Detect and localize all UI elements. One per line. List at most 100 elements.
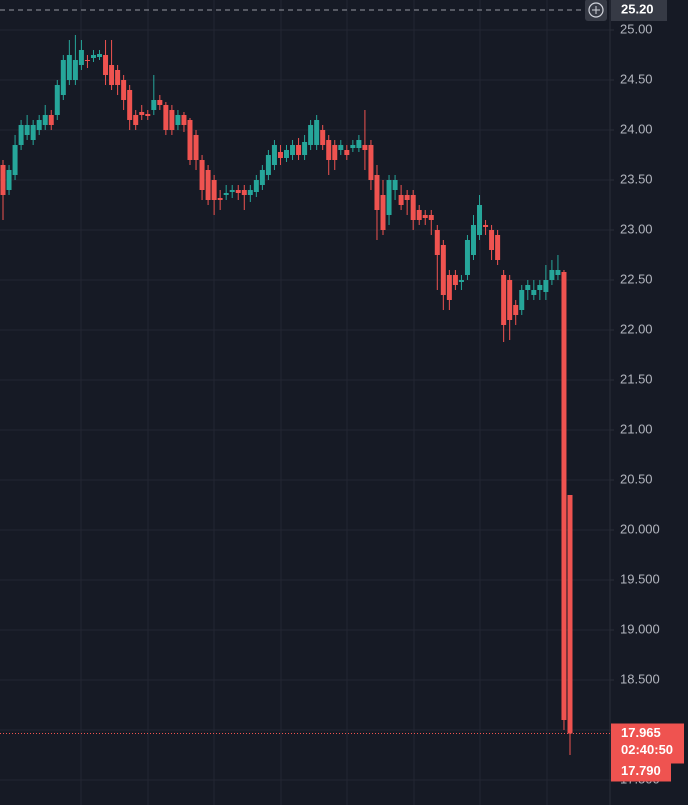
candle-body <box>513 305 519 315</box>
candle-body <box>470 225 476 255</box>
candle-body <box>103 55 109 75</box>
low-price-label: 17.790 <box>621 763 661 778</box>
candle-body <box>290 145 296 155</box>
candle-body <box>247 190 253 195</box>
last-price-tag <box>611 723 684 764</box>
candle-body <box>163 105 169 130</box>
candle-body <box>6 170 12 190</box>
candle-body <box>386 180 392 215</box>
candle-body <box>434 230 440 255</box>
candle-body <box>151 100 157 110</box>
y-tick-label: 25.00 <box>620 21 653 36</box>
countdown-label: 02:40:50 <box>621 742 673 757</box>
candle-body <box>326 140 332 160</box>
y-tick-label: 22.50 <box>620 271 653 286</box>
candle-body <box>344 150 350 155</box>
candle-body <box>265 155 271 175</box>
y-tick-label: 23.00 <box>620 221 653 236</box>
candle-body <box>464 240 470 275</box>
candle-body <box>489 230 495 250</box>
candle-body <box>0 165 6 195</box>
candle-body <box>211 180 217 200</box>
candle-body <box>193 135 199 160</box>
candle-body <box>217 198 223 200</box>
candle-body <box>145 114 151 116</box>
candle-body <box>483 225 489 227</box>
candle-body <box>157 100 163 105</box>
candle-body <box>277 152 283 158</box>
low-price-tag <box>611 761 671 782</box>
candle-body <box>84 60 90 61</box>
candle-body <box>368 145 374 180</box>
candle-body <box>308 125 314 145</box>
candle-body <box>567 495 573 734</box>
candle-body <box>175 115 181 125</box>
candle-body <box>133 115 139 125</box>
candle-body <box>253 180 259 192</box>
crosshair-label-bg <box>611 0 667 22</box>
candle-body <box>18 125 24 145</box>
candle-body <box>97 54 103 57</box>
candle-body <box>284 150 289 158</box>
y-tick-label: 23.50 <box>620 171 653 186</box>
candle-body <box>127 90 133 120</box>
candle-body <box>66 55 72 80</box>
candle-body <box>24 125 30 135</box>
candle-body <box>42 115 48 125</box>
y-tick-label: 19.000 <box>620 621 660 636</box>
candle-body <box>561 272 567 720</box>
candle-body <box>169 110 175 130</box>
candle-body <box>181 115 187 125</box>
candle-body <box>416 210 422 220</box>
y-tick-label: 21.00 <box>620 421 653 436</box>
candle-body <box>205 170 211 200</box>
candle-body <box>380 195 386 230</box>
candle-body <box>422 215 428 218</box>
candle-body <box>78 50 84 65</box>
last-price-label: 17.965 <box>621 725 661 740</box>
candle-body <box>12 145 18 175</box>
y-tick-label: 24.00 <box>620 121 653 136</box>
candle-body <box>543 280 549 292</box>
candle-body <box>320 130 326 145</box>
candle-body <box>519 290 525 310</box>
crosshair-label: 25.20 <box>621 1 654 16</box>
candle-body <box>477 205 483 235</box>
candle-body <box>362 145 368 150</box>
candle-body <box>223 193 229 195</box>
candle-body <box>374 175 380 210</box>
candle-body <box>72 60 78 80</box>
candle-body <box>338 145 344 150</box>
candle-body <box>121 80 127 100</box>
candle-body <box>410 195 416 220</box>
candle-body <box>48 115 54 125</box>
candle-body <box>392 180 398 190</box>
y-tick-label: 19.500 <box>620 571 660 586</box>
candle-body <box>452 275 458 285</box>
candle-body <box>495 235 501 260</box>
y-tick-label: 22.00 <box>620 321 653 336</box>
candle-body <box>531 290 537 295</box>
candle-body <box>398 195 404 205</box>
candle-body <box>54 85 60 115</box>
candle-body <box>404 195 410 200</box>
candle-body <box>109 65 115 85</box>
candle-body <box>555 270 561 275</box>
vertical-grid <box>80 0 548 805</box>
candle-body <box>302 142 308 155</box>
candle-body <box>507 280 513 320</box>
candle-body <box>537 285 543 290</box>
candle-body <box>332 145 338 160</box>
plot <box>0 29 610 781</box>
y-tick-label: 24.50 <box>620 71 653 86</box>
candle-body <box>501 275 507 325</box>
add-icon <box>588 2 604 18</box>
candle-body <box>229 190 235 192</box>
candle-body <box>139 112 145 115</box>
candle-body <box>235 190 241 193</box>
y-tick-label: 21.50 <box>620 371 653 386</box>
candle-body <box>271 145 277 165</box>
y-tick-label: 20.50 <box>620 471 653 486</box>
